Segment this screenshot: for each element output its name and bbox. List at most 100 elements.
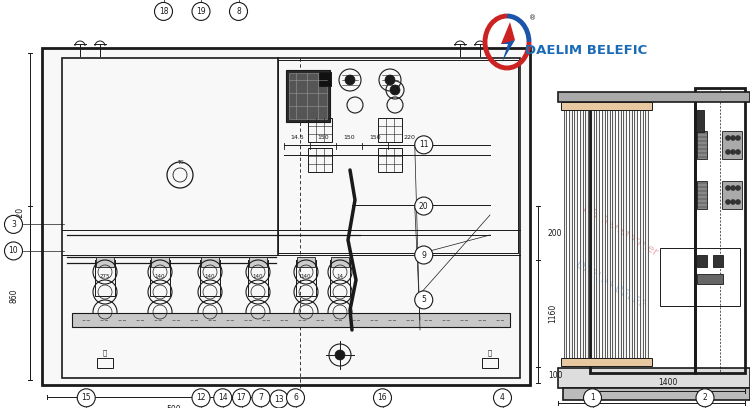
Bar	[249, 257, 267, 267]
Bar	[96, 257, 114, 267]
Bar	[722, 181, 742, 209]
Bar	[585, 105, 588, 363]
Bar	[722, 131, 742, 159]
Text: DAELIM BELEFIC: DAELIM BELEFIC	[108, 262, 202, 328]
Bar	[378, 148, 402, 172]
Bar	[697, 255, 707, 267]
Text: 100: 100	[548, 370, 562, 379]
Text: 14: 14	[218, 393, 227, 402]
Circle shape	[192, 389, 210, 407]
Circle shape	[4, 215, 22, 233]
Text: 275: 275	[100, 275, 110, 279]
Text: TC: TC	[177, 160, 183, 164]
Text: 150: 150	[344, 135, 355, 140]
Bar	[695, 88, 745, 373]
Circle shape	[736, 135, 740, 140]
Circle shape	[730, 135, 736, 140]
Bar	[628, 105, 632, 363]
Bar	[278, 60, 518, 253]
Circle shape	[270, 390, 288, 408]
Bar	[645, 105, 648, 363]
Text: 200: 200	[548, 228, 562, 238]
Polygon shape	[501, 40, 515, 62]
Bar	[634, 105, 638, 363]
Text: 140: 140	[301, 275, 311, 279]
Text: 10: 10	[9, 246, 18, 255]
Bar	[696, 110, 704, 132]
Bar	[72, 313, 510, 327]
Bar	[151, 257, 169, 267]
Text: 16: 16	[378, 393, 387, 402]
Circle shape	[736, 149, 740, 155]
Circle shape	[494, 389, 512, 407]
Bar	[482, 358, 498, 368]
Text: 14.5: 14.5	[290, 135, 304, 140]
Circle shape	[725, 200, 730, 204]
Text: 7: 7	[259, 393, 263, 402]
Circle shape	[214, 389, 232, 407]
Text: 1820: 1820	[16, 207, 25, 226]
Text: 15: 15	[82, 393, 91, 402]
Bar	[591, 105, 594, 363]
Bar	[602, 105, 604, 363]
Bar	[62, 58, 520, 378]
Circle shape	[736, 186, 740, 191]
Text: ⏚: ⏚	[103, 349, 107, 356]
Bar	[574, 105, 578, 363]
Bar	[590, 100, 695, 373]
Bar	[607, 105, 610, 363]
Circle shape	[415, 136, 433, 154]
Bar	[201, 257, 219, 267]
Bar	[697, 131, 707, 159]
Bar	[561, 102, 652, 110]
Text: 4: 4	[500, 393, 505, 402]
Text: 220: 220	[403, 135, 415, 140]
Circle shape	[335, 350, 345, 360]
Text: 500: 500	[166, 405, 181, 408]
Polygon shape	[501, 22, 515, 44]
Text: DB Transformer: DB Transformer	[580, 203, 659, 257]
Text: 6: 6	[293, 393, 298, 402]
Bar	[697, 274, 723, 284]
Circle shape	[725, 149, 730, 155]
Bar	[563, 388, 750, 400]
Bar	[660, 248, 740, 306]
Bar	[580, 105, 583, 363]
Bar	[618, 105, 621, 363]
Circle shape	[374, 389, 392, 407]
Text: 18: 18	[159, 7, 168, 16]
Circle shape	[415, 246, 433, 264]
Circle shape	[415, 197, 433, 215]
Bar	[713, 255, 723, 267]
Circle shape	[415, 291, 433, 309]
Circle shape	[77, 389, 95, 407]
Circle shape	[725, 186, 730, 191]
Circle shape	[584, 389, 602, 407]
Text: 9: 9	[422, 251, 426, 259]
Bar	[563, 105, 566, 363]
Text: 19: 19	[196, 7, 206, 16]
Text: 17: 17	[237, 393, 246, 402]
Circle shape	[730, 200, 736, 204]
Text: 3: 3	[11, 220, 16, 229]
Bar	[697, 181, 707, 209]
Text: 14: 14	[337, 275, 344, 279]
Text: 8: 8	[236, 7, 241, 16]
Text: 1400: 1400	[658, 378, 677, 387]
Bar	[378, 118, 402, 142]
Text: 1160: 1160	[548, 304, 557, 323]
Bar	[319, 72, 331, 86]
Bar	[42, 48, 530, 385]
Bar	[289, 73, 327, 119]
Circle shape	[252, 389, 270, 407]
Circle shape	[725, 135, 730, 140]
Circle shape	[232, 389, 250, 407]
Text: 140: 140	[253, 275, 263, 279]
Circle shape	[345, 75, 355, 85]
Text: 2: 2	[703, 393, 707, 402]
Text: 150: 150	[317, 135, 328, 140]
Text: 1: 1	[590, 393, 595, 402]
Circle shape	[192, 2, 210, 20]
Bar	[297, 257, 315, 267]
Circle shape	[286, 389, 304, 407]
